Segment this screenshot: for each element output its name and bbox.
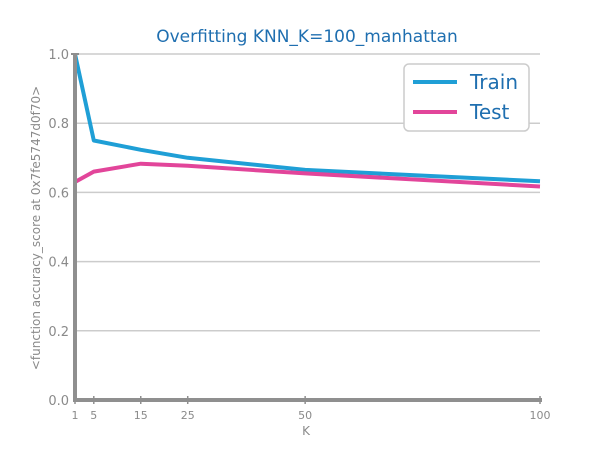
series-lines bbox=[73, 53, 541, 189]
y-tick-label: 0.6 bbox=[48, 186, 69, 201]
x-tick-label: 25 bbox=[181, 409, 195, 422]
axes bbox=[71, 53, 542, 402]
legend: Train Test bbox=[403, 63, 530, 132]
y-tick-label: 1.0 bbox=[48, 48, 69, 63]
series-line-test bbox=[74, 161, 541, 189]
x-tick-label: 15 bbox=[134, 409, 148, 422]
legend-label-test: Test bbox=[469, 100, 510, 124]
x-axis-label: K bbox=[302, 424, 311, 438]
y-tick-label: 0.0 bbox=[48, 394, 69, 409]
x-tick-label: 100 bbox=[530, 409, 551, 422]
chart-title: Overfitting KNN_K=100_manhattan bbox=[156, 27, 458, 47]
x-tick-label: 50 bbox=[298, 409, 312, 422]
y-tick-label: 0.8 bbox=[48, 117, 69, 132]
legend-label-train: Train bbox=[469, 70, 518, 94]
x-tick-label: 5 bbox=[90, 409, 97, 422]
series-line-train bbox=[73, 53, 541, 184]
y-tick-labels: 0.0 0.2 0.4 0.6 0.8 1.0 bbox=[48, 48, 69, 409]
x-tick-labels: 1 5 15 25 50 100 bbox=[72, 396, 551, 422]
y-tick-label: 0.4 bbox=[48, 256, 69, 271]
y-tick-label: 0.2 bbox=[48, 325, 69, 340]
x-tick-label: 1 bbox=[72, 409, 79, 422]
y-axis-label: <function accuracy_score at 0x7fe5747d0f… bbox=[29, 86, 43, 370]
